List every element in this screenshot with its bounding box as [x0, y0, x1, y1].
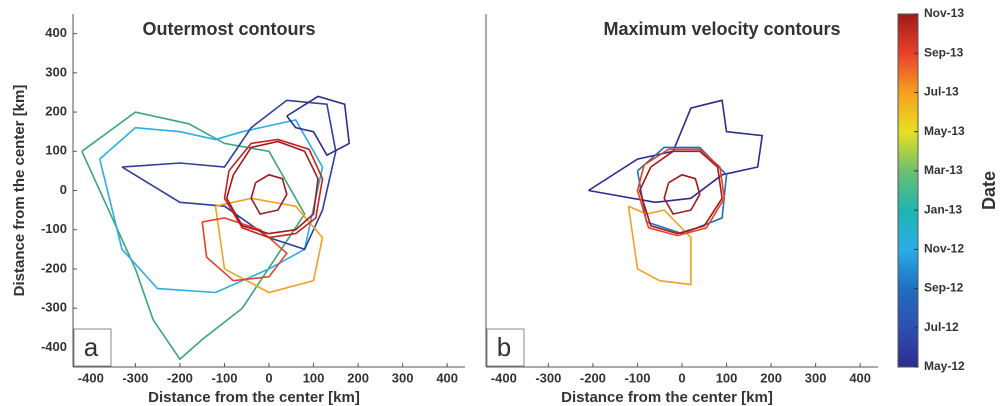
x-tick-label: 200 [347, 370, 369, 385]
x-tick-label: 100 [303, 370, 325, 385]
colorbar-tick-label: Jan-13 [924, 202, 962, 216]
y-tick-label: 0 [60, 182, 67, 197]
x-tick-label: 200 [760, 370, 782, 385]
contour-line [201, 217, 288, 282]
y-axis-label: Distance from the center [km] [11, 85, 28, 297]
colorbar-tick-label: Nov-13 [924, 6, 964, 20]
x-tick-label: 300 [392, 370, 414, 385]
x-tick-label: -400 [491, 370, 517, 385]
x-axis-label: Distance from the center [km] [148, 389, 360, 406]
y-tick-label: 200 [45, 103, 67, 118]
contour-line [98, 118, 324, 294]
colorbar-tick-label: May-12 [924, 359, 965, 373]
contour-line [663, 173, 701, 215]
y-tick-label: 400 [45, 25, 67, 40]
colorbar-tick-label: Jul-13 [924, 85, 959, 99]
contour-line [214, 197, 324, 294]
contour-line [286, 95, 351, 157]
x-tick-label: 300 [805, 370, 827, 385]
panel-title: Outermost contours [142, 19, 315, 39]
colorbar-tick-label: Mar-13 [924, 163, 963, 177]
x-tick-label: 400 [849, 370, 871, 385]
x-tick-label: -200 [167, 370, 193, 385]
contour-line [627, 205, 692, 286]
colorbar-tick-label: Nov-12 [924, 242, 964, 256]
x-tick-label: 100 [716, 370, 738, 385]
x-tick-label: 0 [678, 370, 685, 385]
contour-line [636, 148, 726, 237]
y-tick-label: 100 [45, 143, 67, 158]
y-tick-label: -300 [41, 300, 67, 315]
x-tick-label: -300 [535, 370, 561, 385]
colorbar-tick-label: May-13 [924, 124, 965, 138]
x-tick-label: -300 [122, 370, 148, 385]
y-tick-label: -200 [41, 260, 67, 275]
x-tick-label: -100 [624, 370, 650, 385]
colorbar-tick-label: Sep-13 [924, 45, 964, 59]
panel-label-box [486, 328, 525, 367]
y-tick-label: 300 [45, 64, 67, 79]
panel-label: a [84, 332, 99, 362]
x-tick-label: -200 [580, 370, 606, 385]
panel-label-box [73, 328, 112, 367]
y-tick-label: -100 [41, 221, 67, 236]
x-tick-label: -100 [211, 370, 237, 385]
colorbar-label: Date [979, 171, 999, 210]
colorbar [897, 13, 919, 368]
y-tick-label: -400 [41, 339, 67, 354]
contour-line [225, 140, 319, 235]
contour-line [223, 138, 324, 239]
contour-line [588, 99, 764, 204]
colorbar-tick-label: Jul-12 [924, 320, 959, 334]
x-axis-label: Distance from the center [km] [561, 389, 773, 406]
contour-line [638, 150, 723, 235]
contour-line [81, 111, 306, 361]
colorbar-tick-label: Sep-12 [924, 281, 964, 295]
x-tick-label: -400 [78, 370, 104, 385]
panel-title: Maximum velocity contours [603, 19, 840, 39]
contour-line [250, 173, 288, 215]
x-tick-label: 400 [436, 370, 458, 385]
panel-label: b [497, 332, 511, 362]
x-tick-label: 0 [265, 370, 272, 385]
